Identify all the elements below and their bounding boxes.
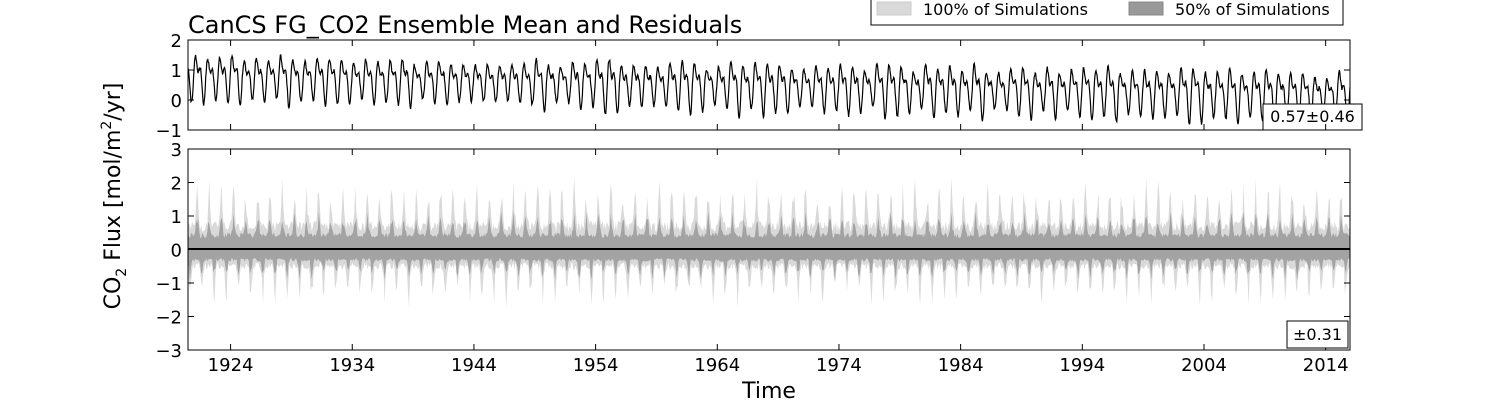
- top-annotation: 0.57±0.46: [1262, 103, 1363, 131]
- y-tick-label: 1: [171, 61, 182, 82]
- x-tick-label: 1974: [816, 355, 862, 376]
- y-tick-label: −1: [155, 121, 182, 142]
- band-50-percent: [188, 211, 1350, 281]
- top-axes-frame: [187, 39, 1351, 131]
- y-tick-label: 1: [171, 207, 182, 228]
- x-tick-label: 1994: [1059, 355, 1105, 376]
- legend-swatch-100: [876, 1, 912, 16]
- y-tick-label: −2: [155, 308, 182, 329]
- y-tick-label: 0: [171, 91, 182, 112]
- y-axis-label: CO2 Flux [mol/m2/yr]: [99, 83, 130, 310]
- x-axis-label: Time: [741, 379, 796, 400]
- x-tick-label: 1954: [573, 355, 619, 376]
- x-tick-label: 2004: [1181, 355, 1227, 376]
- y-tick-label: −3: [155, 341, 182, 362]
- chart-title: CanCS FG_CO2 Ensemble Mean and Residuals: [188, 11, 742, 39]
- x-tick-label: 2014: [1303, 355, 1349, 376]
- legend: 100% of Simulations 50% of Simulations: [870, 0, 1344, 26]
- y-tick-label: 0: [171, 241, 182, 262]
- ensemble-mean-line: [188, 53, 1350, 128]
- x-axis: 1924 1934 1944 1954 1964 1974 1984 1994 2004 2014: [208, 40, 1349, 376]
- x-tick-label: 1934: [329, 355, 375, 376]
- x-tick-label: 1944: [451, 355, 497, 376]
- y-tick-label: −1: [155, 274, 182, 295]
- legend-swatch-50: [1128, 1, 1164, 16]
- x-tick-label: 1924: [208, 355, 254, 376]
- y-tick-label: 2: [171, 31, 182, 52]
- y-tick-label: 3: [171, 140, 182, 161]
- bottom-y-axis: 3 2 1 0 −1 −2 −3: [155, 140, 1350, 362]
- legend-label-100: 100% of Simulations: [923, 0, 1088, 19]
- bottom-annotation-box: [1286, 320, 1349, 349]
- bottom-annotation: ±0.31: [1286, 320, 1349, 349]
- top-annotation-text: 0.57±0.46: [1270, 107, 1355, 126]
- x-tick-label: 1964: [694, 355, 740, 376]
- y-tick-label: 2: [171, 174, 182, 195]
- legend-frame: [870, 0, 1344, 26]
- x-tick-label: 1984: [938, 355, 984, 376]
- top-annotation-box: [1262, 103, 1363, 131]
- top-panel: 2 1 0 −1 0.57±0.46: [155, 31, 1363, 142]
- bottom-annotation-text: ±0.31: [1293, 325, 1342, 344]
- legend-label-50: 50% of Simulations: [1175, 0, 1330, 19]
